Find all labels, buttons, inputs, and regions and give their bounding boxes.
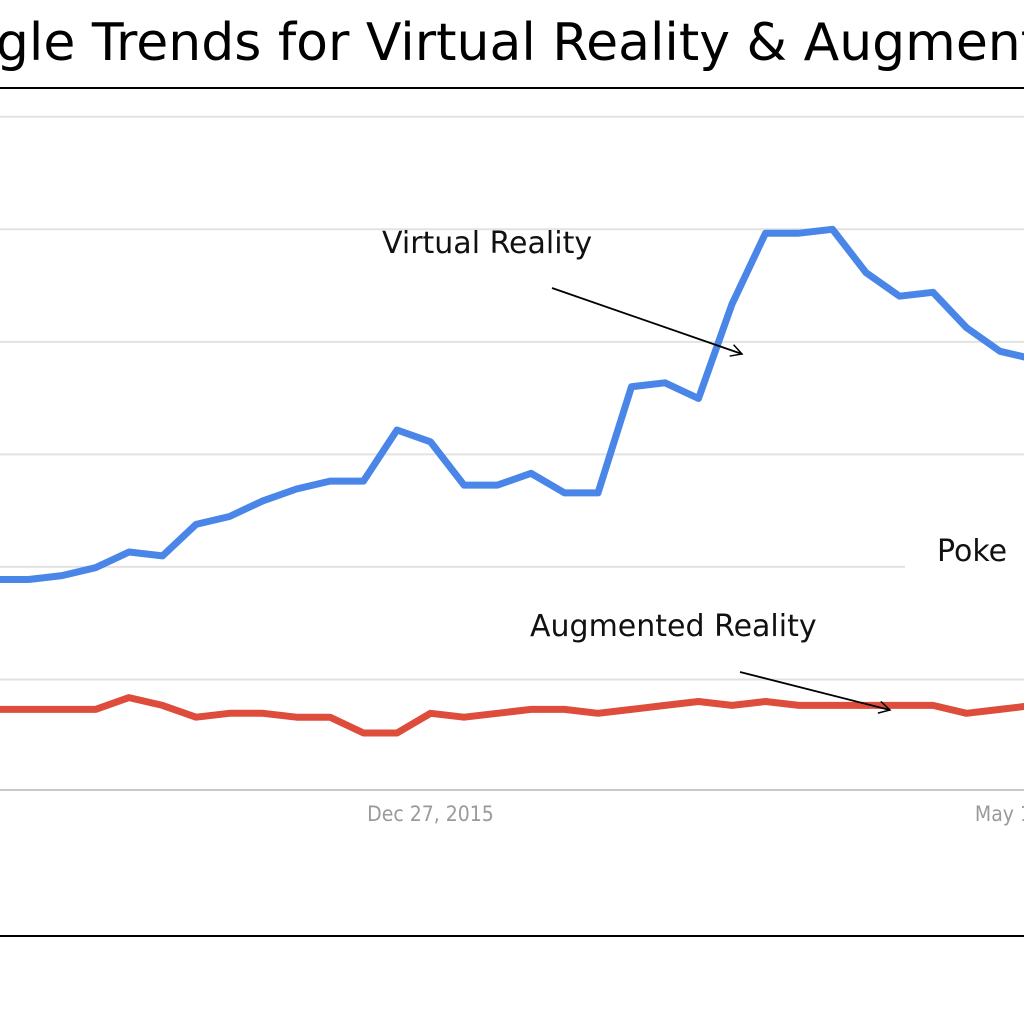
grid xyxy=(0,115,1024,681)
chart-title: Google Trends for Virtual Reality & Augm… xyxy=(0,13,1024,73)
annotation-poke: Poke xyxy=(937,534,1007,569)
annotation-augmented-reality: Augmented Reality xyxy=(530,609,817,644)
x-ticks: Dec 27, 2015 May 1, 2016 xyxy=(367,802,1024,826)
annotation-virtual-reality: Virtual Reality xyxy=(382,226,592,261)
chart-title-clip: Google Trends for Virtual Reality & Augm… xyxy=(0,0,1024,90)
series-line-augmented-reality xyxy=(0,694,1024,737)
series-line-virtual-reality xyxy=(0,225,1024,583)
annotation-arrow-virtual-reality xyxy=(551,287,744,357)
annotation-arrow-augmented-reality xyxy=(739,671,892,714)
series-group xyxy=(0,225,1024,737)
bottom-border xyxy=(0,935,1024,937)
annotation-poke-backdrop xyxy=(905,525,1024,570)
x-tick-label: Dec 27, 2015 xyxy=(367,802,494,826)
x-tick-label: May 1, 2016 xyxy=(975,802,1024,826)
